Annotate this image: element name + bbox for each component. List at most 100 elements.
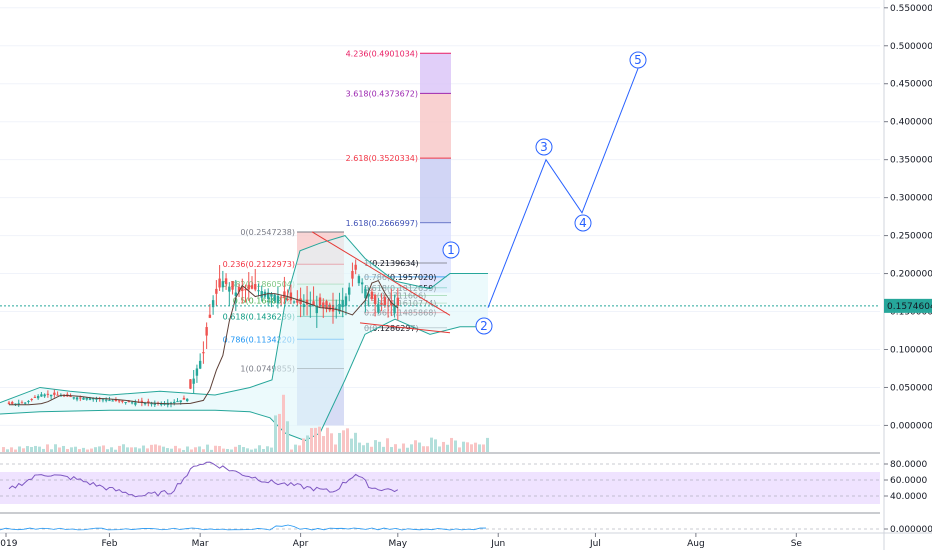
volume-bar: [258, 445, 261, 452]
volume-bar: [414, 440, 417, 452]
volume-bar: [266, 446, 269, 452]
candle-body: [279, 296, 283, 298]
volume-bar: [334, 444, 337, 452]
rsi-band: [0, 472, 880, 504]
candle-body: [354, 264, 357, 270]
candle-body: [150, 403, 153, 405]
volume-bar: [370, 446, 373, 452]
volume-bar: [190, 449, 193, 452]
candle-body: [370, 291, 374, 299]
candle-body: [30, 398, 33, 400]
volume-bar: [278, 413, 281, 452]
candle-body: [218, 278, 221, 288]
fib-extension-label: 2.618(0.3520334): [346, 154, 418, 163]
volume-bar: [466, 442, 469, 452]
candle-body: [302, 304, 306, 307]
volume-bar: [482, 444, 485, 452]
volume-bar: [102, 445, 105, 452]
elliott-wave-marker[interactable]: [442, 241, 460, 259]
volume-bar: [138, 448, 141, 452]
candle-body: [299, 298, 302, 304]
volume-bar: [350, 438, 353, 452]
volume-bar: [246, 448, 249, 452]
candle-body: [244, 289, 247, 291]
candle-body: [88, 398, 92, 400]
volume-bar: [378, 441, 381, 452]
volume-bar: [406, 447, 409, 452]
volume-bar: [142, 445, 145, 452]
elliott-wave-marker[interactable]: [535, 138, 553, 156]
candle-body: [309, 304, 312, 307]
candle-body: [59, 395, 63, 397]
volume-bar: [426, 446, 429, 452]
candle-body: [247, 284, 250, 290]
volume-bar: [330, 433, 333, 452]
volume-bar: [422, 446, 425, 452]
rsi-tick-label: 60.0000: [890, 476, 927, 486]
volume-bar: [134, 447, 137, 452]
elliott-wave-label: 1: [447, 243, 455, 257]
volume-bar: [126, 447, 129, 452]
volume-bar: [262, 449, 265, 452]
elliott-wave-path: [487, 68, 639, 308]
volume-bar: [38, 446, 41, 452]
fib-extension-zone: [420, 158, 451, 223]
fib-retracement-label: 0.786(0.1134220): [223, 335, 295, 344]
candle-body: [127, 401, 131, 403]
candle-body: [33, 396, 37, 398]
candle-body: [305, 299, 309, 305]
trend-line: [359, 322, 451, 334]
fib-extension-zone: [420, 53, 451, 94]
candle-body: [189, 379, 192, 389]
candle-body: [160, 403, 163, 405]
elliott-wave-marker[interactable]: [475, 317, 493, 335]
candle-body: [228, 286, 231, 292]
fib-retracement-label: 1(0.0749855): [240, 364, 295, 373]
elliott-wave-marker[interactable]: [629, 51, 647, 69]
volume-bar: [270, 447, 273, 452]
volume-bar: [374, 440, 377, 452]
elliott-wave-label: 4: [579, 216, 587, 230]
volume-bar: [162, 446, 165, 452]
candle-body: [36, 395, 40, 399]
candle-body: [173, 401, 176, 404]
fib-extension-label: 4.236(0.4901034): [346, 49, 418, 58]
candle-body: [341, 300, 344, 308]
candle-body: [221, 281, 225, 288]
volume-bar: [202, 449, 205, 452]
volume-bar: [398, 448, 401, 452]
elliott-wave-marker[interactable]: [574, 214, 592, 232]
volume-bar: [70, 447, 73, 452]
volume-bar: [182, 449, 185, 452]
volume-bar: [274, 415, 277, 452]
candle-body: [40, 394, 43, 397]
last-price-tag: [884, 298, 932, 313]
volume-bar: [90, 448, 93, 452]
candle-body: [108, 400, 111, 402]
candle-body: [69, 396, 72, 398]
volume-bar: [210, 449, 213, 452]
volume-bar: [346, 428, 349, 452]
volume-bar: [98, 446, 101, 452]
fib-extension-zone: [420, 93, 451, 159]
volume-bar: [486, 437, 489, 452]
time-tick-label: 2019: [0, 539, 18, 549]
fib-retracement-label: 0(0.2547238): [240, 228, 295, 237]
volume-bar: [402, 443, 405, 452]
candle-body: [211, 300, 215, 308]
candle-body: [267, 292, 270, 299]
candle-body: [124, 402, 127, 404]
volume-bar: [30, 447, 33, 452]
bollinger-band: [0, 235, 488, 441]
candle-body: [79, 397, 82, 399]
candle-body: [380, 303, 383, 305]
volume-bar: [454, 440, 457, 452]
candle-body: [49, 394, 53, 397]
rsi-tick-label: 80.0000: [890, 460, 927, 470]
candle-body: [312, 301, 315, 306]
